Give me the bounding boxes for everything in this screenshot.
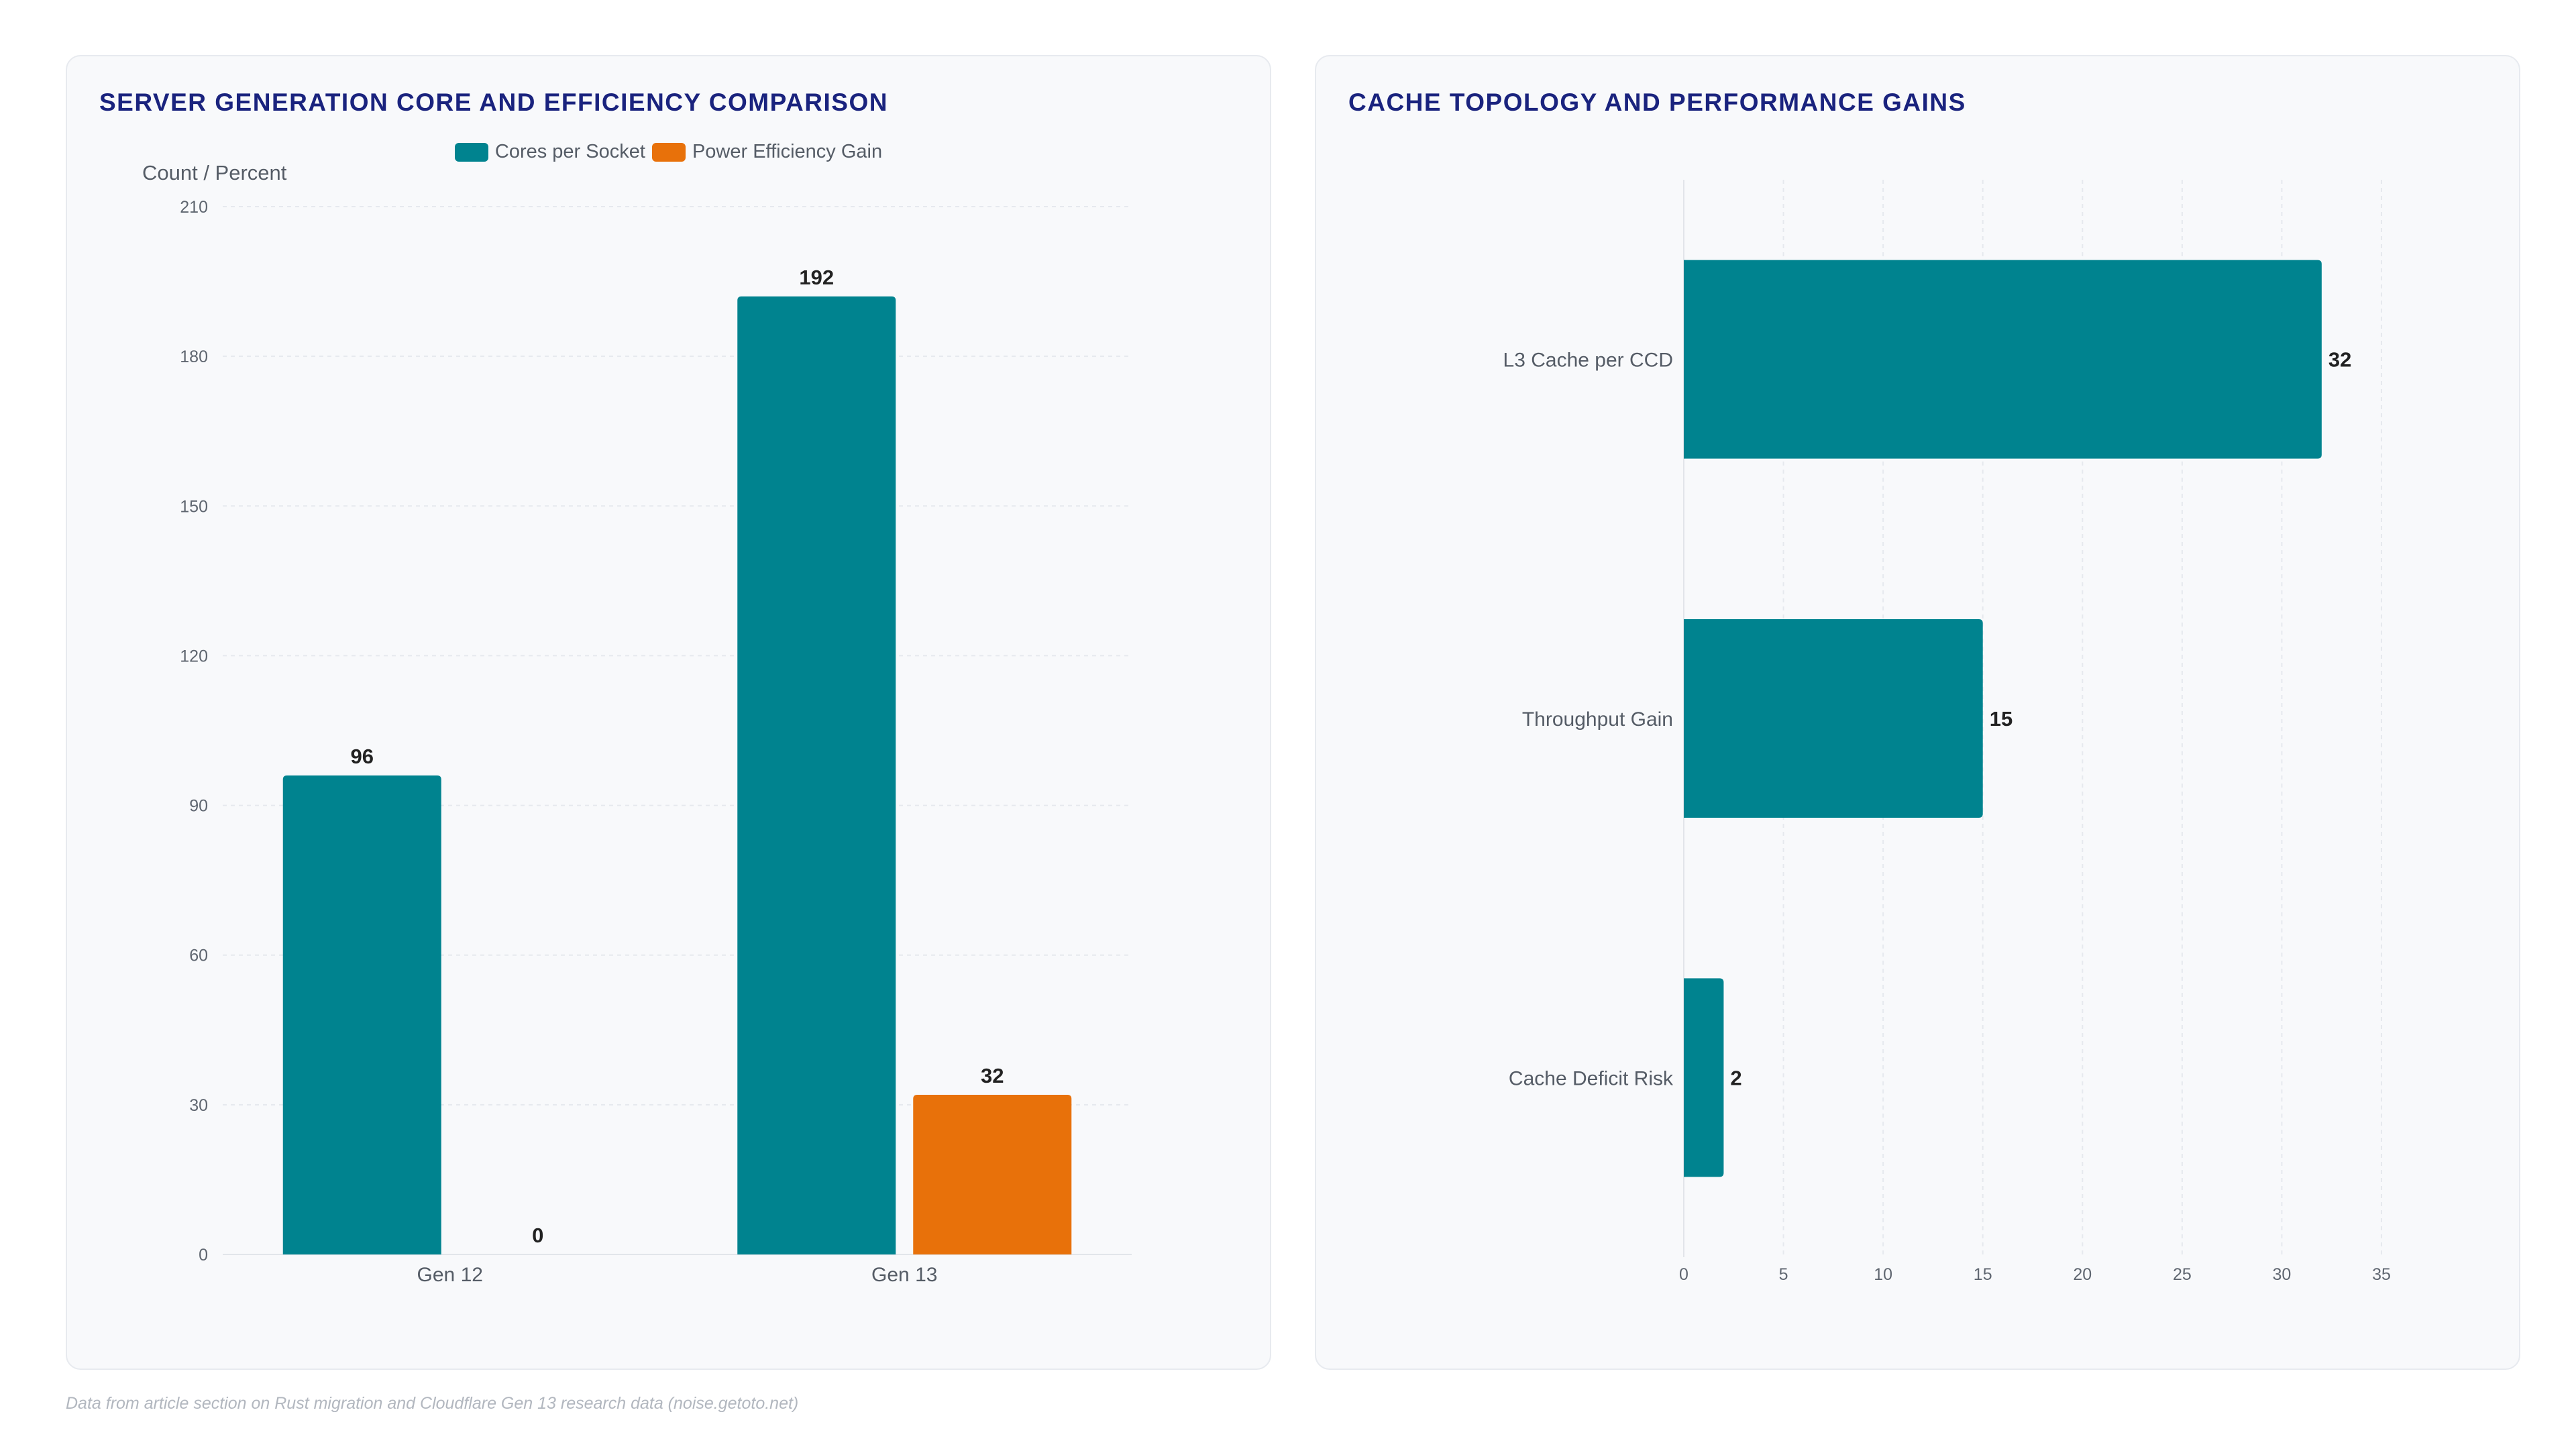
vertical-bar-chart: Count / Percent 0 30 60 90 120 150 180 210 Gen 12… bbox=[142, 161, 1132, 1286]
bar-value-label: 32 bbox=[981, 1064, 1004, 1087]
y-tick-label: 30 bbox=[189, 1096, 208, 1115]
horizontal-bar-chart: 0 5 10 15 20 25 30 35 L3 Cache per CCD 32 Throughp… bbox=[1503, 180, 2391, 1284]
y-tick-label: L3 Cache per CCD bbox=[1503, 350, 1673, 372]
bar[interactable] bbox=[1684, 978, 1724, 1177]
y-tick-label: 120 bbox=[180, 647, 208, 665]
x-tick-label: Gen 12 bbox=[417, 1264, 483, 1286]
y-tick-label: 60 bbox=[189, 947, 208, 965]
x-tick-label: 30 bbox=[2273, 1265, 2292, 1284]
bar[interactable] bbox=[913, 1094, 1072, 1254]
x-tick-label: Gen 13 bbox=[871, 1264, 937, 1286]
y-tick-label: 0 bbox=[199, 1246, 208, 1265]
legend-label: Cores per Socket bbox=[494, 141, 645, 162]
chart-legend: Cores per Socket Power Efficiency Gain bbox=[67, 141, 1270, 163]
bar-value-label: 32 bbox=[2328, 348, 2351, 372]
legend-item-cores[interactable]: Cores per Socket bbox=[454, 141, 645, 163]
y-tick-label: 210 bbox=[180, 198, 208, 217]
y-tick-label: 150 bbox=[180, 497, 208, 516]
y-axis-label: Count / Percent bbox=[142, 161, 287, 184]
bar-value-label: 2 bbox=[1730, 1066, 1741, 1089]
x-tick-label: 5 bbox=[1779, 1265, 1788, 1284]
chart-title: SERVER GENERATION CORE AND EFFICIENCY CO… bbox=[99, 89, 888, 116]
legend-swatch bbox=[651, 142, 686, 162]
bar-value-label: 96 bbox=[351, 745, 374, 768]
bar[interactable] bbox=[282, 775, 441, 1254]
x-tick-label: 35 bbox=[2372, 1265, 2391, 1284]
legend-label: Power Efficiency Gain bbox=[692, 141, 883, 162]
y-tick-label: 90 bbox=[189, 797, 208, 816]
bar[interactable] bbox=[1684, 619, 1983, 818]
x-tick-label: 10 bbox=[1874, 1265, 1892, 1284]
y-tick-label: 180 bbox=[180, 347, 208, 366]
chart-title: CACHE TOPOLOGY AND PERFORMANCE GAINS bbox=[1348, 89, 1966, 116]
bar-value-label: 15 bbox=[1990, 707, 2012, 731]
source-footnote: Data from article section on Rust migrat… bbox=[66, 1394, 799, 1413]
bar-value-label: 192 bbox=[799, 266, 834, 289]
bar[interactable] bbox=[737, 296, 896, 1254]
y-tick-label: Throughput Gain bbox=[1522, 708, 1673, 731]
cache-topology-chart-panel: CACHE TOPOLOGY AND PERFORMANCE GAINS 0 5 1… bbox=[1315, 55, 2520, 1370]
x-tick-label: 0 bbox=[1679, 1265, 1688, 1284]
bar[interactable] bbox=[1684, 260, 2322, 459]
x-tick-label: 15 bbox=[1974, 1265, 1992, 1284]
legend-swatch bbox=[454, 142, 488, 162]
core-efficiency-chart-panel: SERVER GENERATION CORE AND EFFICIENCY CO… bbox=[66, 55, 1271, 1370]
x-tick-label: 25 bbox=[2173, 1265, 2192, 1284]
legend-item-power-efficiency[interactable]: Power Efficiency Gain bbox=[651, 141, 883, 163]
x-tick-label: 20 bbox=[2073, 1265, 2092, 1284]
y-tick-label: Cache Deficit Risk bbox=[1509, 1067, 1674, 1089]
bar-value-label: 0 bbox=[532, 1224, 543, 1247]
